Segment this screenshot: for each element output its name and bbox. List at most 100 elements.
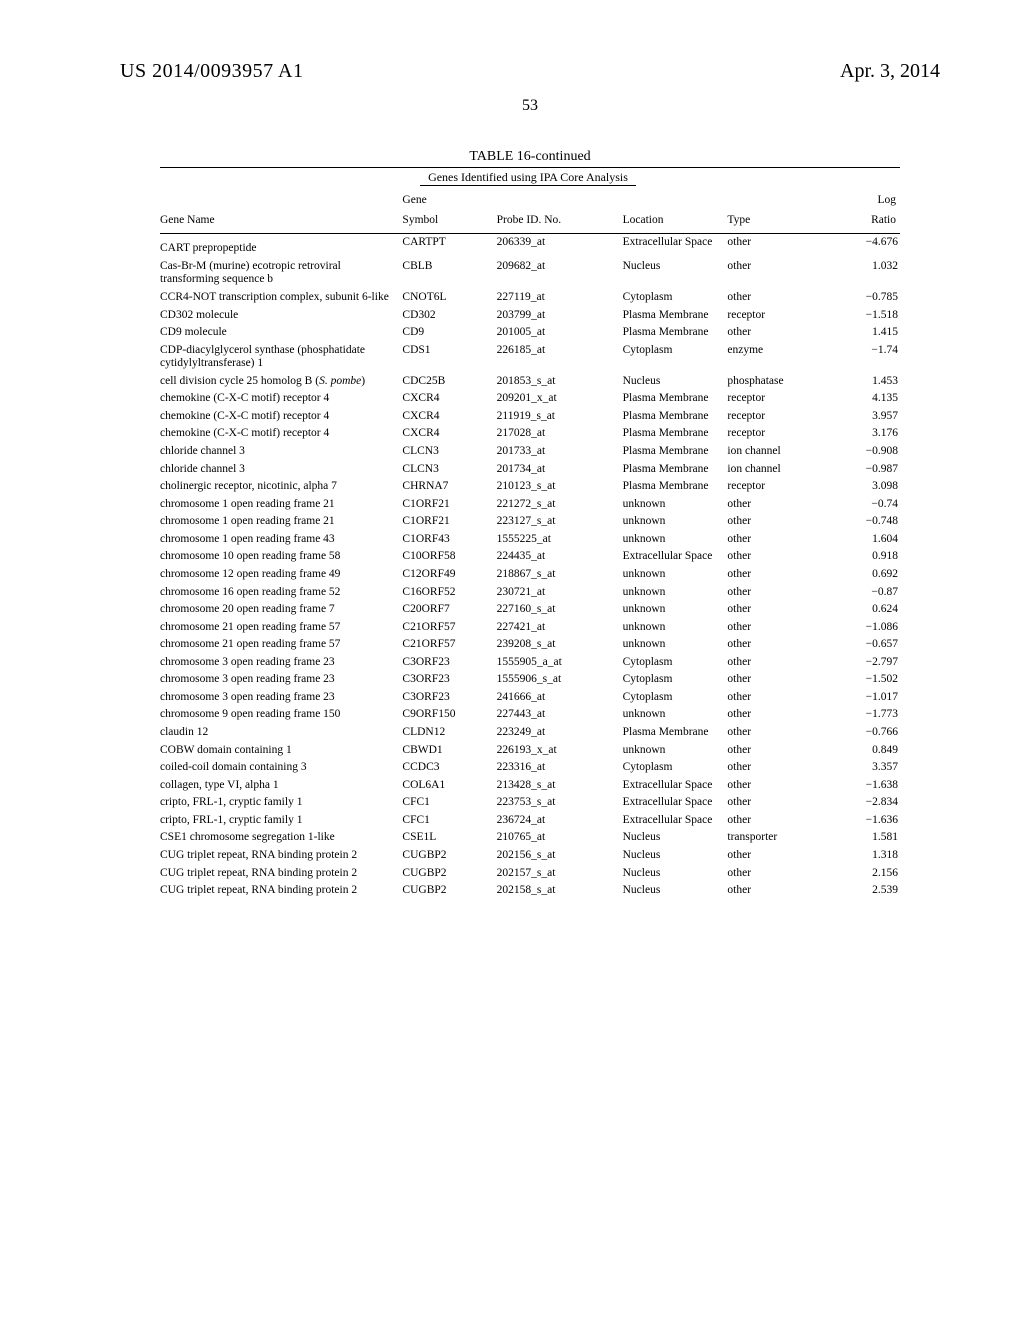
cell-type: transporter [727, 829, 832, 847]
cell-gene-name: chemokine (C-X-C motif) receptor 4 [160, 425, 402, 443]
cell-location: Extracellular Space [623, 812, 728, 830]
table-header-row: Gene Name Gene Probe ID. No. Location Ty… [160, 188, 900, 214]
cell-probe-id: 223249_at [497, 724, 623, 742]
cell-type: other [727, 865, 832, 883]
cell-type: other [727, 689, 832, 707]
table-row: chemokine (C-X-C motif) receptor 4CXCR42… [160, 390, 900, 408]
cell-location: Plasma Membrane [623, 443, 728, 461]
cell-log-ratio: 0.692 [832, 566, 900, 584]
table-row: chromosome 16 open reading frame 52C16OR… [160, 584, 900, 602]
cell-location: Plasma Membrane [623, 724, 728, 742]
table-row: chloride channel 3CLCN3201733_atPlasma M… [160, 443, 900, 461]
cell-type: other [727, 847, 832, 865]
cell-gene-symbol: CUGBP2 [402, 847, 496, 865]
cell-location: unknown [623, 706, 728, 724]
cell-gene-name: chromosome 10 open reading frame 58 [160, 548, 402, 566]
cell-gene-symbol: CBLB [402, 258, 496, 289]
cell-gene-name: claudin 12 [160, 724, 402, 742]
cell-location: unknown [623, 584, 728, 602]
table-subtitle-row: Genes Identified using IPA Core Analysis [160, 168, 900, 189]
cell-gene-name: CSE1 chromosome segregation 1-like [160, 829, 402, 847]
table-row: Cas-Br-M (murine) ecotropic retroviral t… [160, 258, 900, 289]
cell-gene-name: chloride channel 3 [160, 461, 402, 479]
cell-probe-id: 241666_at [497, 689, 623, 707]
cell-log-ratio: −1.636 [832, 812, 900, 830]
cell-type: receptor [727, 478, 832, 496]
cell-type: other [727, 289, 832, 307]
col-header-log-b: Ratio [832, 214, 900, 234]
cell-gene-symbol: CLCN3 [402, 443, 496, 461]
cell-probe-id: 223316_at [497, 759, 623, 777]
cell-gene-symbol: C1ORF21 [402, 496, 496, 514]
cell-log-ratio: −2.797 [832, 654, 900, 672]
cell-log-ratio: −4.676 [832, 234, 900, 258]
table-row: chromosome 20 open reading frame 7C20ORF… [160, 601, 900, 619]
cell-log-ratio: 1.032 [832, 258, 900, 289]
table-row: CDP-diacylglycerol synthase (phosphatida… [160, 342, 900, 373]
table-row: CUG triplet repeat, RNA binding protein … [160, 847, 900, 865]
table-row: chromosome 12 open reading frame 49C12OR… [160, 566, 900, 584]
cell-probe-id: 221272_s_at [497, 496, 623, 514]
cell-gene-name: chromosome 9 open reading frame 150 [160, 706, 402, 724]
cell-probe-id: 1555225_at [497, 531, 623, 549]
cell-log-ratio: 1.581 [832, 829, 900, 847]
cell-log-ratio: −0.74 [832, 496, 900, 514]
cell-log-ratio: −0.748 [832, 513, 900, 531]
cell-type: phosphatase [727, 373, 832, 391]
cell-type: other [727, 258, 832, 289]
cell-type: other [727, 548, 832, 566]
cell-type: receptor [727, 390, 832, 408]
cell-location: Nucleus [623, 829, 728, 847]
cell-gene-symbol: C20ORF7 [402, 601, 496, 619]
cell-gene-name: chromosome 21 open reading frame 57 [160, 636, 402, 654]
cell-location: Nucleus [623, 865, 728, 883]
patent-page: US 2014/0093957 A1 Apr. 3, 2014 53 TABLE… [0, 0, 1024, 1320]
table-row: cholinergic receptor, nicotinic, alpha 7… [160, 478, 900, 496]
table-row: CD9 moleculeCD9201005_atPlasma Membraneo… [160, 324, 900, 342]
cell-gene-name: CDP-diacylglycerol synthase (phosphatida… [160, 342, 402, 373]
cell-location: unknown [623, 531, 728, 549]
cell-gene-name: Cas-Br-M (murine) ecotropic retroviral t… [160, 258, 402, 289]
cell-location: Extracellular Space [623, 794, 728, 812]
cell-probe-id: 213428_s_at [497, 777, 623, 795]
cell-log-ratio: 4.135 [832, 390, 900, 408]
cell-gene-symbol: C21ORF57 [402, 636, 496, 654]
cell-type: other [727, 324, 832, 342]
cell-log-ratio: −1.74 [832, 342, 900, 373]
cell-gene-name: COBW domain containing 1 [160, 742, 402, 760]
table-row: CCR4-NOT transcription complex, subunit … [160, 289, 900, 307]
col-header-gene-symbol-a: Gene [402, 188, 496, 214]
cell-probe-id: 201734_at [497, 461, 623, 479]
cell-location: Nucleus [623, 373, 728, 391]
cell-type: other [727, 882, 832, 900]
cell-gene-name: CD302 molecule [160, 307, 402, 325]
cell-probe-id: 227160_s_at [497, 601, 623, 619]
cell-gene-symbol: COL6A1 [402, 777, 496, 795]
cell-location: Nucleus [623, 882, 728, 900]
table-row: chromosome 21 open reading frame 57C21OR… [160, 636, 900, 654]
cell-gene-symbol: CLDN12 [402, 724, 496, 742]
col-header-log-a: Log [832, 188, 900, 214]
cell-probe-id: 227421_at [497, 619, 623, 637]
cell-location: Plasma Membrane [623, 390, 728, 408]
cell-log-ratio: −0.87 [832, 584, 900, 602]
cell-gene-name: collagen, type VI, alpha 1 [160, 777, 402, 795]
table-row: CUG triplet repeat, RNA binding protein … [160, 865, 900, 883]
cell-log-ratio: 3.357 [832, 759, 900, 777]
cell-gene-symbol: C12ORF49 [402, 566, 496, 584]
table-row: CART prepropeptideCARTPT206339_atExtrace… [160, 234, 900, 258]
gene-table: Genes Identified using IPA Core Analysis… [160, 167, 900, 900]
cell-gene-name: chemokine (C-X-C motif) receptor 4 [160, 408, 402, 426]
col-header-probe: Probe ID. No. [497, 188, 623, 234]
cell-type: other [727, 234, 832, 258]
cell-gene-symbol: CUGBP2 [402, 865, 496, 883]
cell-gene-symbol: CUGBP2 [402, 882, 496, 900]
cell-log-ratio: 3.098 [832, 478, 900, 496]
cell-location: unknown [623, 742, 728, 760]
cell-log-ratio: −1.773 [832, 706, 900, 724]
cell-location: Cytoplasm [623, 671, 728, 689]
table-row: chromosome 1 open reading frame 43C1ORF4… [160, 531, 900, 549]
cell-gene-symbol: C10ORF58 [402, 548, 496, 566]
cell-gene-symbol: C3ORF23 [402, 654, 496, 672]
cell-log-ratio: −0.987 [832, 461, 900, 479]
